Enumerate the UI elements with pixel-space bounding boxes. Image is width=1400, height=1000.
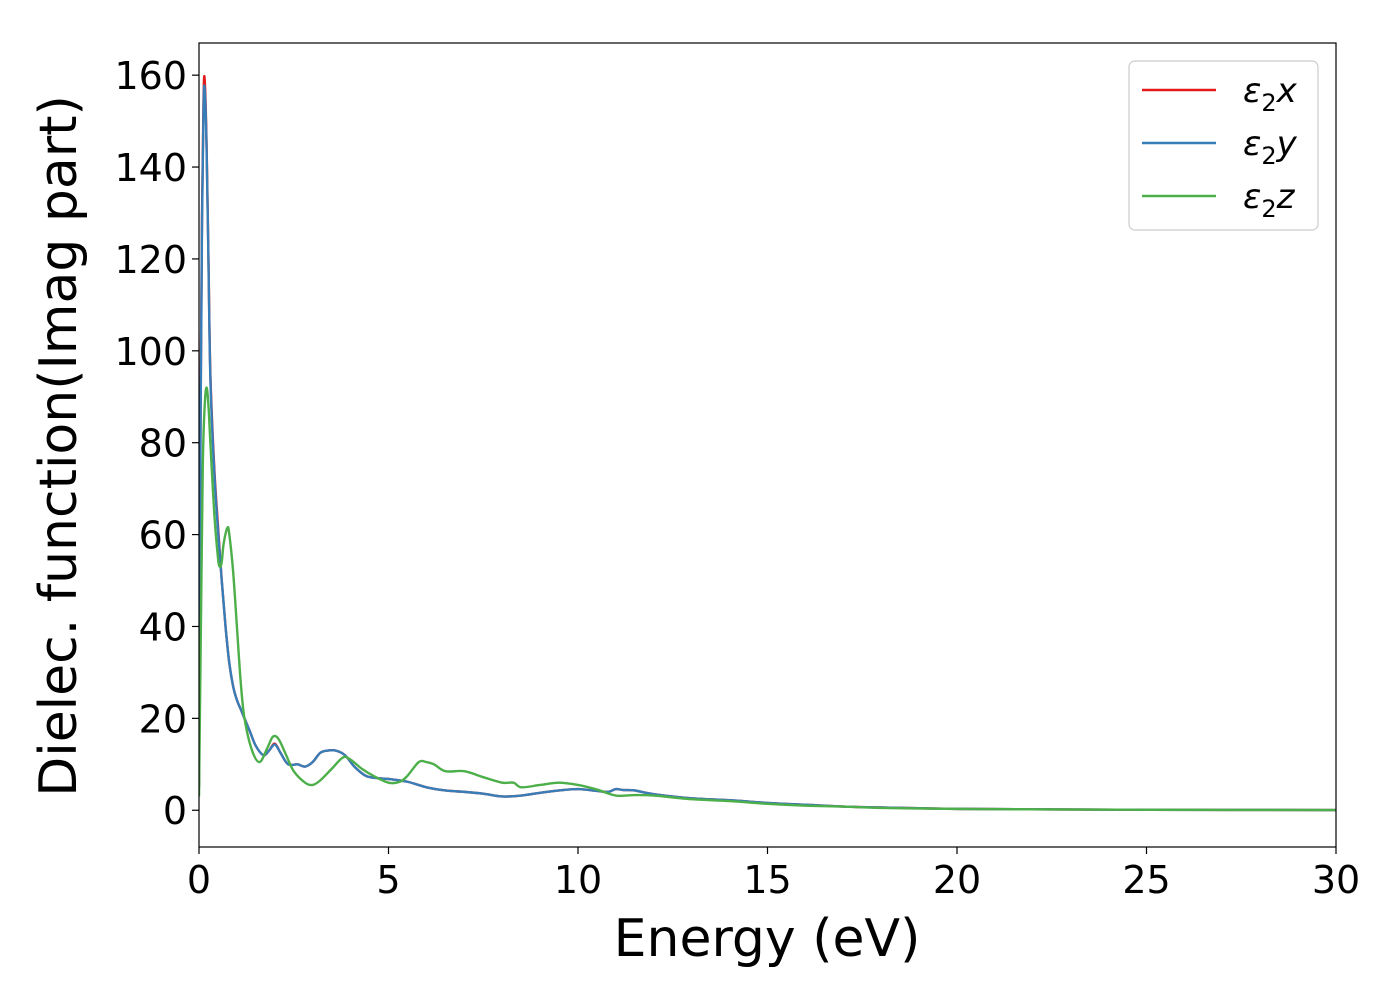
y-tick-label: 60 [139, 514, 187, 558]
x-tick-label: 15 [743, 858, 791, 902]
y-tick-label: 20 [139, 697, 187, 741]
y-tick-label: 80 [139, 422, 187, 466]
x-tick-label: 0 [187, 858, 211, 902]
x-axis-ticks: 0 5 10 15 20 25 30 [187, 847, 1360, 902]
y-axis-label: Dielec. function(Imag part) [29, 95, 89, 797]
legend-label-base: ε [1243, 71, 1261, 111]
y-axis-ticks: 0 20 40 60 80 100 120 140 160 [114, 54, 199, 833]
legend-label-z: ε2z [1243, 177, 1296, 223]
x-tick-label: 30 [1312, 858, 1360, 902]
x-tick-label: 20 [933, 858, 981, 902]
series-layer [199, 75, 1336, 812]
legend-label-y: ε2y [1243, 124, 1298, 170]
y-tick-label: 140 [114, 146, 187, 190]
x-tick-label: 25 [1122, 858, 1170, 902]
legend-label-base: ε [1243, 177, 1261, 217]
y-tick-label: 120 [114, 238, 187, 282]
y-tick-label: 100 [114, 330, 187, 374]
x-tick-label: 10 [554, 858, 602, 902]
x-tick-label: 5 [376, 858, 400, 902]
legend-label-component: y [1276, 124, 1298, 164]
legend-label-subscript: 2 [1261, 195, 1276, 223]
y-tick-label: 40 [139, 605, 187, 649]
series-line-z [199, 386, 1336, 812]
legend-label-base: ε [1243, 124, 1261, 164]
legend-label-component: z [1276, 177, 1296, 217]
x-axis-label: Energy (eV) [614, 909, 921, 969]
y-tick-label: 160 [114, 54, 187, 98]
legend-label-x: ε2x [1243, 71, 1298, 117]
legend-label-component: x [1276, 71, 1298, 111]
y-tick-label: 0 [163, 789, 187, 833]
legend-label-subscript: 2 [1261, 142, 1276, 170]
legend-label-subscript: 2 [1261, 89, 1276, 117]
legend-box [1128, 60, 1319, 231]
